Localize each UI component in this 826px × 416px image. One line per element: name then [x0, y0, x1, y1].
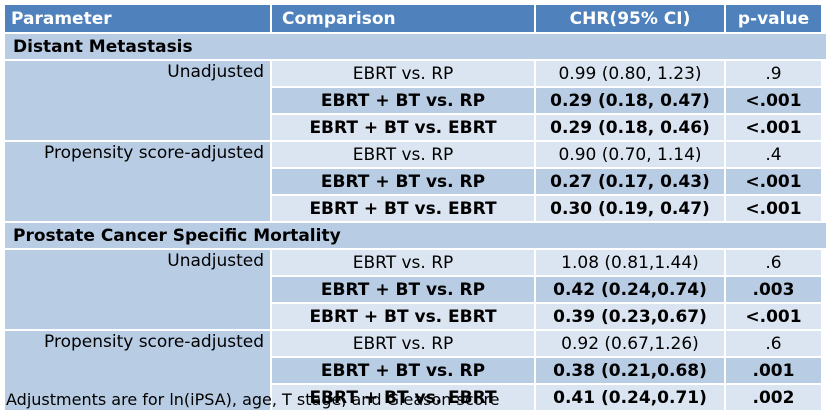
chr-cell: 0.29 (0.18, 0.47) — [536, 88, 726, 113]
comparison-cell: EBRT + BT vs. EBRT — [272, 115, 536, 140]
table-row: EBRT + BT vs. EBRT 0.41 (0.24,0.71) .002 — [272, 385, 821, 412]
row-group: Propensity score-adjusted EBRT vs. RP 0.90… — [5, 142, 821, 223]
comparison-cell: EBRT vs. RP — [272, 61, 536, 86]
pvalue-cell: .4 — [765, 144, 782, 165]
section-title: Prostate Cancer Specific Mortality — [5, 223, 826, 250]
chr-cell: 0.38 (0.21,0.68) — [536, 358, 726, 383]
table-row: EBRT + BT vs. RP 0.29 (0.18, 0.47) <.001 — [272, 88, 821, 115]
pvalue-cell: .001 — [752, 360, 795, 381]
header-comparison: Comparison — [272, 5, 536, 32]
table-row: EBRT + BT vs. EBRT 0.30 (0.19, 0.47) <.001 — [272, 196, 821, 223]
chr-cell: 0.29 (0.18, 0.46) — [536, 115, 726, 140]
comparison-cell: EBRT + BT vs. RP — [272, 169, 536, 194]
pvalue-cell: <.001 — [745, 306, 802, 327]
section-title: Distant Metastasis — [5, 34, 826, 61]
table-header-row: Parameter Comparison CHR(95% CI) p-value — [5, 5, 821, 34]
group-label: Propensity score-adjusted — [44, 332, 264, 352]
comparison-cell: EBRT + BT vs. RP — [272, 358, 536, 383]
group-label: Propensity score-adjusted — [44, 143, 264, 163]
table-footnote: Adjustments are for ln(iPSA), age, T sta… — [6, 390, 500, 409]
pvalue-cell: <.001 — [745, 198, 802, 219]
row-group: Unadjusted EBRT vs. RP 1.08 (0.81,1.44) .6 E… — [5, 250, 821, 331]
comparison-cell: EBRT vs. RP — [272, 331, 536, 356]
table-row: EBRT + BT vs. EBRT 0.39 (0.23,0.67) <.001 — [272, 304, 821, 331]
group-label-cell: Unadjusted — [5, 61, 272, 142]
comparison-cell: EBRT vs. RP — [272, 142, 536, 167]
row-group: Unadjusted EBRT vs. RP 0.99 (0.80, 1.23) .9… — [5, 61, 821, 142]
comparison-cell: EBRT vs. RP — [272, 250, 536, 275]
header-chr: CHR(95% CI) — [536, 5, 726, 32]
chr-cell: 1.08 (0.81,1.44) — [536, 250, 726, 275]
chr-cell: 0.41 (0.24,0.71) — [536, 385, 726, 410]
table-row: EBRT vs. RP 0.92 (0.67,1.26) .6 — [272, 331, 821, 358]
table-row: EBRT + BT vs. EBRT 0.29 (0.18, 0.46) <.001 — [272, 115, 821, 142]
chr-cell: 0.39 (0.23,0.67) — [536, 304, 726, 329]
pvalue-cell: .6 — [765, 252, 782, 273]
header-pvalue: p-value — [737, 8, 810, 29]
group-label: Unadjusted — [167, 62, 264, 82]
pvalue-cell: <.001 — [745, 171, 802, 192]
header-parameter: Parameter — [5, 5, 272, 32]
comparison-cell: EBRT + BT vs. RP — [272, 88, 536, 113]
group-label-cell: Propensity score-adjusted — [5, 142, 272, 223]
group-label-cell: Unadjusted — [5, 250, 272, 331]
comparison-cell: EBRT + BT vs. EBRT — [272, 385, 536, 410]
comparison-cell: EBRT + BT vs. RP — [272, 277, 536, 302]
pvalue-cell: .003 — [752, 279, 795, 300]
group-label: Unadjusted — [167, 251, 264, 271]
chr-cell: 0.30 (0.19, 0.47) — [536, 196, 726, 221]
pvalue-cell: <.001 — [745, 117, 802, 138]
pvalue-cell: .6 — [765, 333, 782, 354]
group-label-cell: Propensity score-adjusted — [5, 331, 272, 412]
chr-cell: 0.42 (0.24,0.74) — [536, 277, 726, 302]
table-row: EBRT vs. RP 0.90 (0.70, 1.14) .4 — [272, 142, 821, 169]
row-group: Propensity score-adjusted EBRT vs. RP 0.92… — [5, 331, 821, 412]
chr-cell: 0.99 (0.80, 1.23) — [536, 61, 726, 86]
table-row: EBRT vs. RP 0.99 (0.80, 1.23) .9 — [272, 61, 821, 88]
table-row: EBRT + BT vs. RP 0.27 (0.17, 0.43) <.001 — [272, 169, 821, 196]
table-row: EBRT + BT vs. RP 0.42 (0.24,0.74) .003 — [272, 277, 821, 304]
pvalue-cell: <.001 — [745, 90, 802, 111]
comparison-cell: EBRT + BT vs. EBRT — [272, 304, 536, 329]
chr-cell: 0.27 (0.17, 0.43) — [536, 169, 726, 194]
pvalue-cell: .9 — [765, 63, 782, 84]
pvalue-cell: .002 — [752, 387, 795, 408]
comparison-cell: EBRT + BT vs. EBRT — [272, 196, 536, 221]
chr-cell: 0.90 (0.70, 1.14) — [536, 142, 726, 167]
chr-cell: 0.92 (0.67,1.26) — [536, 331, 726, 356]
table-row: EBRT vs. RP 1.08 (0.81,1.44) .6 — [272, 250, 821, 277]
table-row: EBRT + BT vs. RP 0.38 (0.21,0.68) .001 — [272, 358, 821, 385]
